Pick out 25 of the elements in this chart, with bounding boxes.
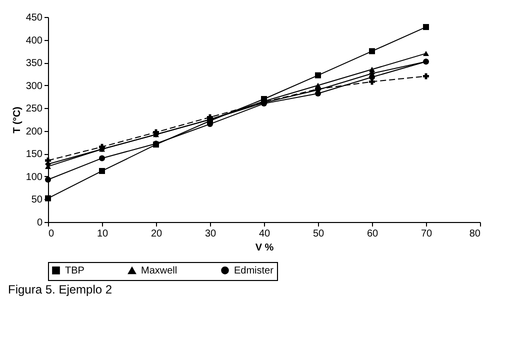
x-tick-label: 50 <box>312 228 324 240</box>
y-tick-label: 200 <box>26 126 43 138</box>
y-tick-label: 300 <box>26 80 43 92</box>
y-axis-title: T (°C) <box>12 106 23 134</box>
y-tick-label: 250 <box>26 104 43 115</box>
y-tick-label: 100 <box>26 172 43 183</box>
y-tick-label: 400 <box>26 35 43 46</box>
y-tick-label: 50 <box>31 194 43 206</box>
legend-label: TBP <box>65 265 85 276</box>
x-axis-title: V % <box>255 242 274 254</box>
x-tick-label: 40 <box>258 228 270 240</box>
x-tick-label: 80 <box>469 228 481 240</box>
y-tick-label: 150 <box>26 149 43 160</box>
x-tick-label: 0 <box>48 228 54 240</box>
x-tick-label: 60 <box>366 228 378 240</box>
x-tick-label: 70 <box>420 228 432 240</box>
y-tick-label: 450 <box>26 12 43 24</box>
x-tick-label: 20 <box>150 228 162 240</box>
legend-label: Edmister <box>234 265 274 276</box>
text: Figura 5. Ejemplo 2 <box>8 282 112 296</box>
y-tick-label: 0 <box>36 218 43 228</box>
x-tick-label: 10 <box>96 228 108 240</box>
legend-label: Maxwell <box>141 266 178 277</box>
y-tick-label: 350 <box>26 58 43 70</box>
x-tick-label: 30 <box>204 228 216 240</box>
